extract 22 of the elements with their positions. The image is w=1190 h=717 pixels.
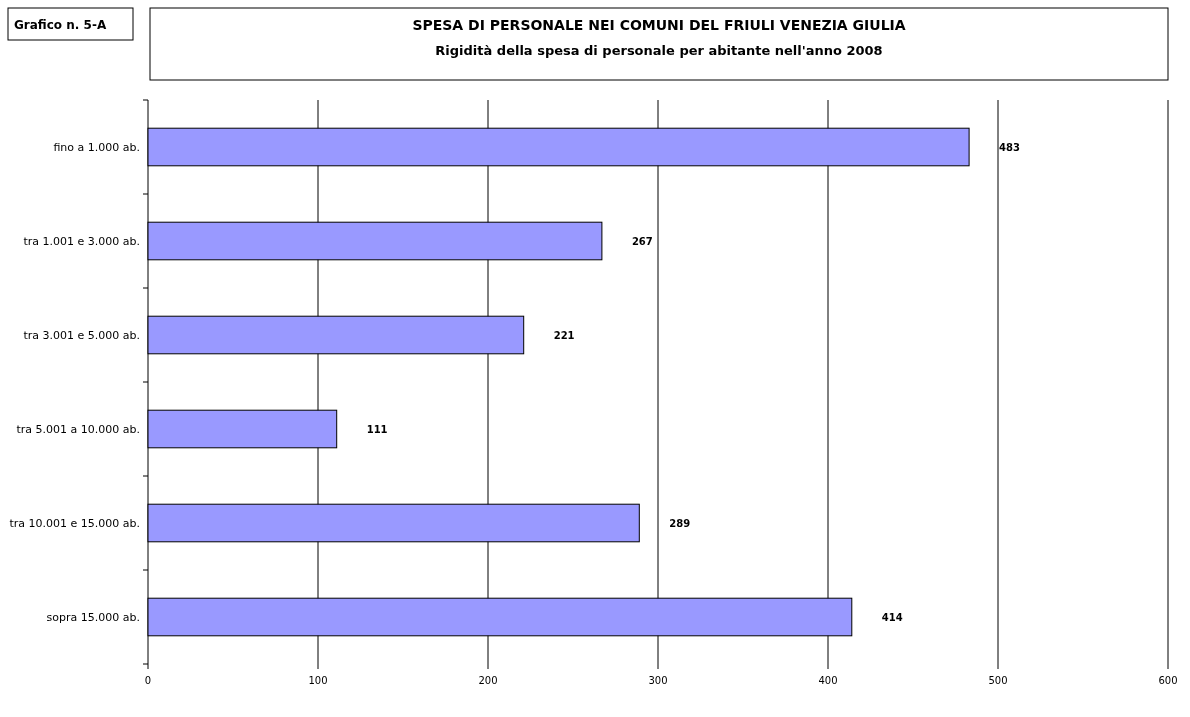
chart-title: SPESA DI PERSONALE NEI COMUNI DEL FRIULI VENEZIA GIULIA (412, 17, 906, 33)
y-tick-label: tra 1.001 e 3.000 ab. (23, 234, 140, 248)
data-label: 267 (631, 235, 653, 247)
x-tick-label: 0 (144, 675, 152, 686)
data-label: 111 (366, 423, 388, 435)
y-tick-label: fino a 1.000 ab. (53, 140, 140, 154)
x-tick-label: 100 (308, 675, 328, 686)
y-tick-label: tra 10.001 e 15.000 ab. (9, 516, 140, 530)
x-tick-label: 400 (818, 675, 838, 686)
y-tick-label: tra 5.001 a 10.000 ab. (16, 422, 140, 436)
x-tick-label: 200 (478, 675, 498, 686)
chart-subtitle: Rigidità della spesa di personale per abitante nell'anno 2008 (435, 43, 883, 58)
x-tick-label: 500 (988, 675, 1008, 686)
x-tick-label: 600 (1158, 675, 1178, 686)
y-tick-label: sopra 15.000 ab. (46, 610, 140, 624)
data-label: 289 (669, 517, 691, 529)
y-tick-label: tra 3.001 e 5.000 ab. (23, 328, 140, 342)
data-label: 483 (999, 141, 1021, 153)
text: Grafico n. 5-A (14, 18, 107, 32)
x-tick-label: 300 (648, 675, 668, 686)
data-label: 414 (881, 611, 903, 623)
data-label: 221 (553, 329, 575, 341)
